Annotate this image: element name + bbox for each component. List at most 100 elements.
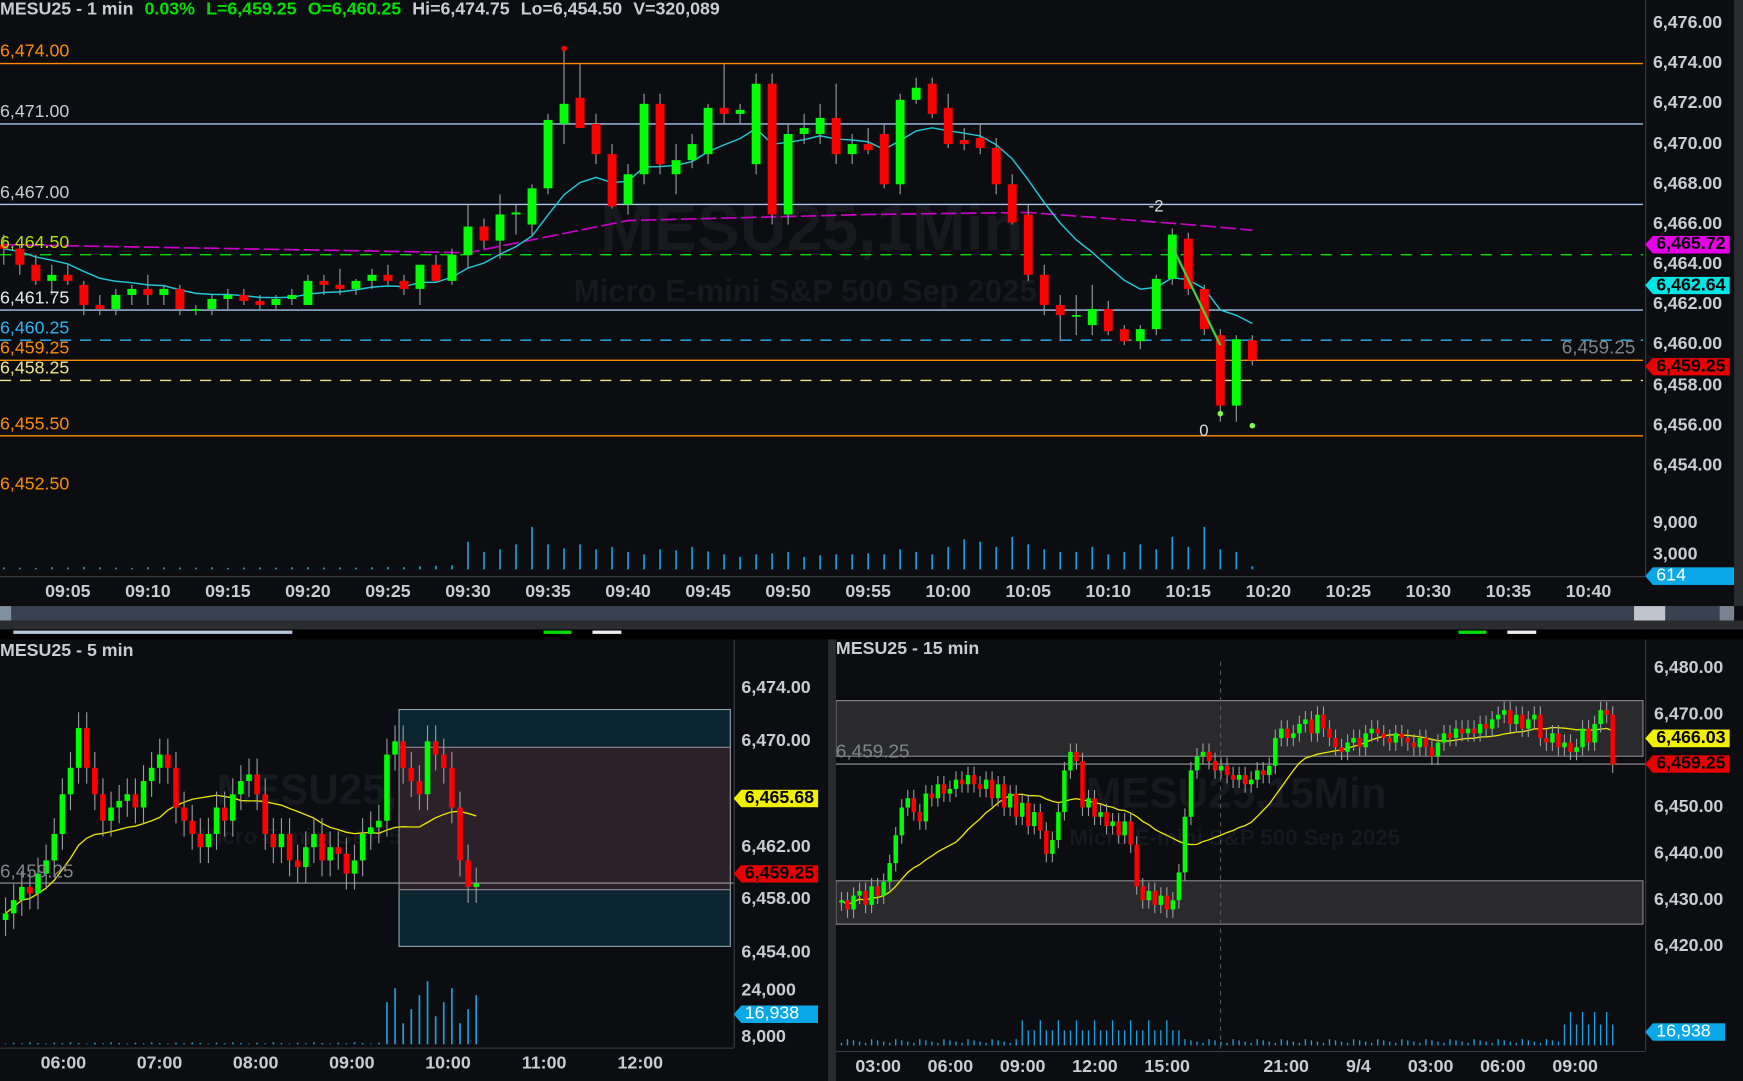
candle-down xyxy=(1026,802,1031,827)
slow-moving-average xyxy=(3,211,1253,254)
candle-up xyxy=(1489,719,1495,729)
candle-up xyxy=(905,798,910,808)
pane-indicator xyxy=(13,630,293,634)
time-axis-label: 07:00 xyxy=(136,1054,183,1074)
price-axis[interactable] xyxy=(1645,0,1735,577)
candle-down xyxy=(977,784,983,789)
candle-down xyxy=(1212,761,1218,771)
candle-up xyxy=(1477,724,1483,734)
scrollbar-left-cap[interactable] xyxy=(0,606,12,621)
price-plot[interactable] xyxy=(0,639,734,1047)
candle-up xyxy=(1501,710,1507,715)
time-axis-label: 10:15 xyxy=(1165,582,1212,602)
scrollbar-thumb[interactable] xyxy=(1634,606,1666,621)
candle-down xyxy=(991,148,1001,185)
panel-divider[interactable] xyxy=(0,620,1743,640)
candle-up xyxy=(935,784,941,799)
candle-down xyxy=(607,154,617,207)
candle-up xyxy=(1007,793,1013,808)
candle-down xyxy=(1568,742,1573,752)
price-axis-label: 6,466.00 xyxy=(1652,214,1723,234)
candle-up xyxy=(965,775,971,785)
candle-up xyxy=(1218,765,1224,771)
time-axis-label: 09:20 xyxy=(285,582,331,602)
time-axis[interactable] xyxy=(0,576,1646,607)
candle-down xyxy=(1520,714,1525,729)
panel-splitter[interactable] xyxy=(828,639,836,1081)
candle-up xyxy=(124,794,131,801)
candle-down xyxy=(1183,238,1193,289)
candle-down xyxy=(975,138,985,149)
candle-down xyxy=(655,103,665,165)
candle-up xyxy=(159,288,169,295)
candle-up xyxy=(923,793,929,822)
price-axis-label: 6,454.00 xyxy=(1652,455,1723,475)
candle-up xyxy=(19,886,25,901)
candle-down xyxy=(15,248,25,265)
candle-down xyxy=(1610,714,1615,765)
candle-up xyxy=(1182,816,1188,873)
candle-up xyxy=(1176,872,1182,901)
time-axis[interactable] xyxy=(0,1047,734,1081)
chart-15min[interactable]: MESU25,15Min Micro E-mini S&P 500 Sep 20… xyxy=(835,639,1743,1081)
price-badge: 6,459.25 xyxy=(1645,357,1730,376)
price-plot[interactable]: -2 0 xyxy=(0,0,1645,576)
candle-up xyxy=(735,109,745,114)
candle-up xyxy=(815,117,825,135)
watermark-subtitle: Micro E-mini S&P 500 Sep 2025 xyxy=(573,273,1037,309)
candle-up xyxy=(1279,728,1284,738)
candle-down xyxy=(1074,751,1079,762)
candle-down xyxy=(197,833,204,848)
candle-up xyxy=(1231,339,1241,406)
candle-up xyxy=(111,294,121,310)
candle-up xyxy=(10,900,17,914)
low-price: Lo=6,454.50 xyxy=(520,0,623,19)
candle-up xyxy=(1151,278,1161,330)
candle-up xyxy=(623,174,633,205)
candle-up xyxy=(351,860,358,874)
price-badge: 6,465.68 xyxy=(733,789,819,808)
time-axis[interactable] xyxy=(835,1050,1646,1081)
candle-up xyxy=(278,833,285,848)
candle-down xyxy=(270,833,277,848)
candle-down xyxy=(383,274,393,281)
price-level-label: 6,474.00 xyxy=(0,42,70,62)
candle-down xyxy=(132,794,139,808)
candle-up xyxy=(1297,724,1302,734)
price-axis[interactable] xyxy=(733,639,828,1048)
candle-up xyxy=(229,794,236,821)
candle-down xyxy=(1586,728,1591,743)
candle-down xyxy=(1224,765,1230,776)
scrollbar-right-cap[interactable] xyxy=(1719,606,1735,621)
candle-up xyxy=(1441,733,1447,743)
candle-down xyxy=(1116,821,1121,836)
watermark: MESU25,15Min xyxy=(1086,770,1387,818)
candle-down xyxy=(941,784,947,794)
candle-down xyxy=(943,107,953,145)
price-plot[interactable] xyxy=(835,639,1646,1051)
candle-down xyxy=(767,83,777,215)
candle-down xyxy=(1260,770,1266,776)
candle-up xyxy=(543,119,553,189)
price-axis[interactable] xyxy=(1645,639,1735,1051)
candle-down xyxy=(1206,751,1212,762)
price-axis-label: 6,470.00 xyxy=(1654,704,1724,724)
candle-down xyxy=(1604,710,1609,715)
candle-down xyxy=(989,779,995,799)
candle-up xyxy=(1071,315,1081,317)
candle-up xyxy=(1200,751,1206,757)
candle-up xyxy=(1417,737,1423,748)
candle-down xyxy=(254,774,260,795)
chart-5min[interactable]: MESU25,5Min Micro E-mini S&P 500 Sep 202… xyxy=(0,639,828,1081)
time-axis-label: 12:00 xyxy=(1072,1057,1118,1077)
candle-up xyxy=(1248,779,1254,785)
price-badge: 6,459.25 xyxy=(733,864,819,883)
price-axis-label: 6,430.00 xyxy=(1654,890,1724,910)
time-axis-label: 08:00 xyxy=(232,1054,279,1074)
price-level-label: 6,455.50 xyxy=(0,414,70,434)
horizontal-scrollbar[interactable] xyxy=(0,606,1735,621)
chart-1min[interactable]: MESU25,1Min Micro E-mini S&P 500 Sep 202… xyxy=(0,0,1743,607)
candle-down xyxy=(1405,737,1411,743)
candle-up xyxy=(1098,812,1103,817)
candle-down xyxy=(319,280,329,285)
